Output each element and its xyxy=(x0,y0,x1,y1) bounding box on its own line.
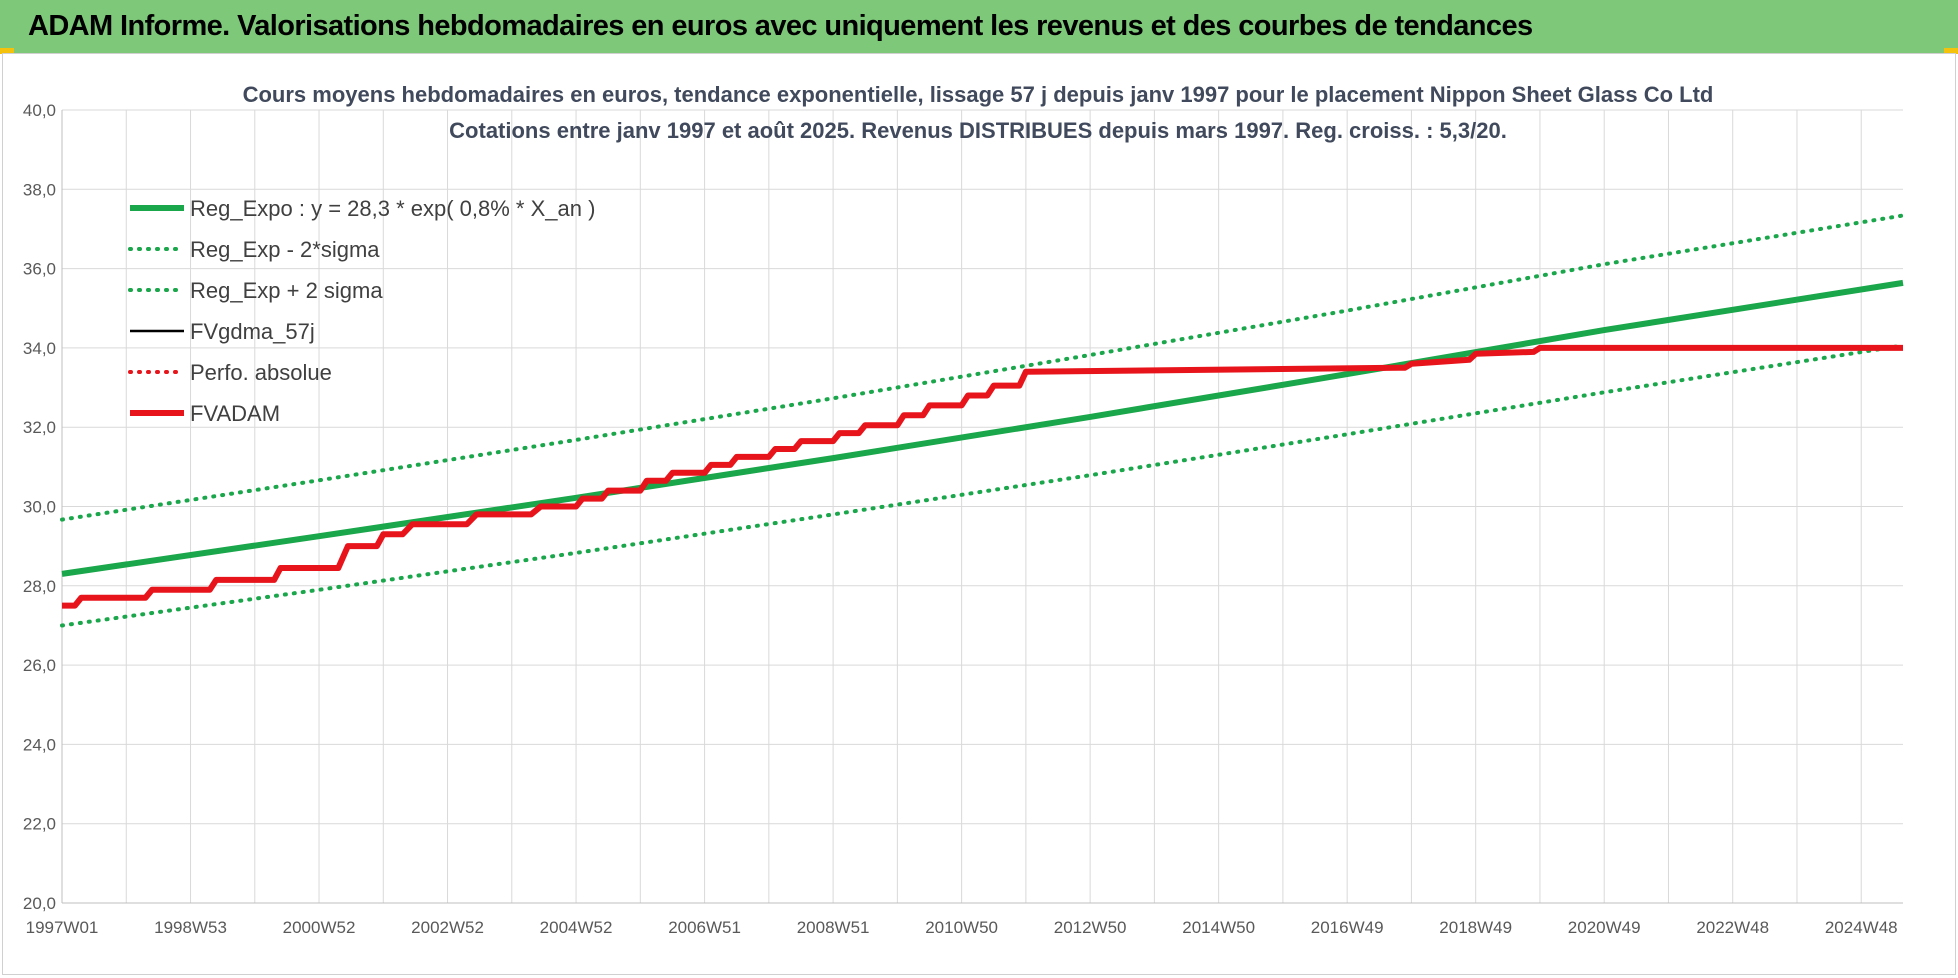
series-line-2 xyxy=(60,213,1905,522)
series-line-5 xyxy=(62,344,1903,609)
y-tick-label: 26,0 xyxy=(23,656,56,675)
chart-title-line: Cours moyens hebdomadaires en euros, ten… xyxy=(243,82,1714,107)
x-tick-label: 1998W53 xyxy=(154,918,227,937)
y-tick-label: 28,0 xyxy=(23,577,56,596)
x-tick-label: 2016W49 xyxy=(1311,918,1384,937)
legend-label: Reg_Exp + 2 sigma xyxy=(190,278,383,303)
legend-label: Perfo. absolue xyxy=(190,360,332,385)
x-tick-label: 2008W51 xyxy=(797,918,870,937)
chart-title: Cours moyens hebdomadaires en euros, ten… xyxy=(243,82,1714,143)
header-bar: ADAM Informe. Valorisations hebdomadaire… xyxy=(0,0,1958,53)
x-tick-label: 2024W48 xyxy=(1825,918,1898,937)
legend-label: FVgdma_57j xyxy=(190,319,315,344)
legend: Reg_Expo : y = 28,3 * exp( 0,8% * X_an )… xyxy=(128,196,595,426)
x-tick-label: 2022W48 xyxy=(1696,918,1769,937)
y-tick-label: 36,0 xyxy=(23,260,56,279)
x-tick-label: 2002W52 xyxy=(411,918,484,937)
corner-mark-left xyxy=(0,48,14,54)
series-line-0 xyxy=(61,279,1904,577)
y-tick-label: 38,0 xyxy=(23,180,56,199)
y-tick-label: 24,0 xyxy=(23,735,56,754)
y-tick-label: 40,0 xyxy=(23,101,56,120)
x-tick-label: 2004W52 xyxy=(540,918,613,937)
corner-mark-right xyxy=(1944,48,1958,54)
chart-title-line: Cotations entre janv 1997 et août 2025. … xyxy=(449,118,1507,143)
x-tick-label: 2020W49 xyxy=(1568,918,1641,937)
axes: 20,0 22,0 24,0 26,0 28,0 30,0 32,0 34,0 36,0 38,0… xyxy=(23,101,1903,937)
x-tick-label: 2018W49 xyxy=(1439,918,1512,937)
chart-frame xyxy=(2,53,1956,975)
legend-label: Reg_Exp - 2*sigma xyxy=(190,237,380,262)
legend-label: Reg_Expo : y = 28,3 * exp( 0,8% * X_an ) xyxy=(190,196,595,221)
series-line-1 xyxy=(60,343,1905,628)
series-layer xyxy=(60,213,1905,628)
x-tick-label: 2010W50 xyxy=(925,918,998,937)
grid xyxy=(61,109,1903,904)
y-tick-label: 22,0 xyxy=(23,815,56,834)
x-tick-label: 2006W51 xyxy=(668,918,741,937)
page-title: ADAM Informe. Valorisations hebdomadaire… xyxy=(28,10,1533,42)
x-tick-label: 1997W01 xyxy=(26,918,99,937)
x-tick-label: 2014W50 xyxy=(1182,918,1255,937)
x-tick-label: 2012W50 xyxy=(1054,918,1127,937)
y-tick-label: 34,0 xyxy=(23,339,56,358)
y-tick-label: 32,0 xyxy=(23,418,56,437)
legend-label: FVADAM xyxy=(190,401,280,426)
x-tick-label: 2000W52 xyxy=(283,918,356,937)
y-tick-label: 20,0 xyxy=(23,894,56,913)
y-tick-label: 30,0 xyxy=(23,498,56,517)
